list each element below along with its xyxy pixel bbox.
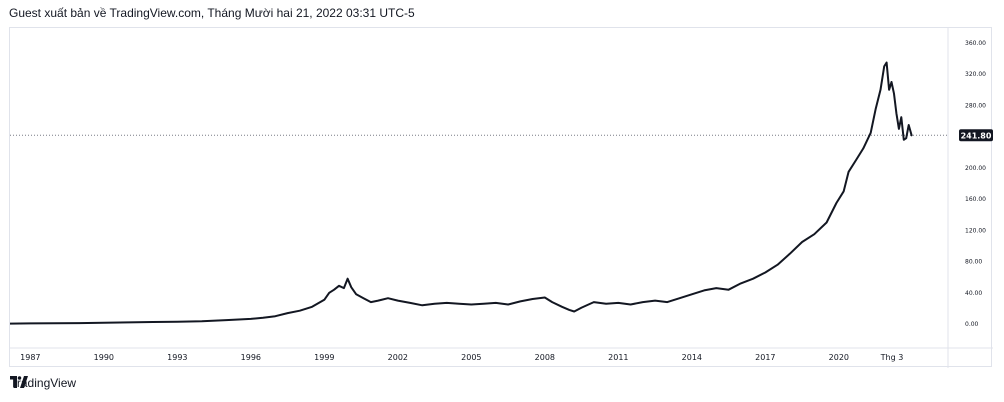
x-tick-label: 1999 xyxy=(314,353,334,362)
x-tick-label: 2017 xyxy=(755,353,775,362)
x-tick-label: 2014 xyxy=(682,353,702,362)
x-tick-label: 2005 xyxy=(461,353,481,362)
x-tick-label: 2002 xyxy=(388,353,408,362)
y-tick-label: 320.00 xyxy=(965,71,986,78)
y-tick-label: 160.00 xyxy=(965,196,986,203)
time-axis[interactable]: 1987 1990 1993 1996 1999 2002 2005 2008 2011 2014… xyxy=(20,353,903,362)
y-tick-label: 0.00 xyxy=(965,321,979,328)
y-tick-label: 40.00 xyxy=(965,290,982,297)
publication-header: Guest xuất bản về TradingView.com, Tháng… xyxy=(9,6,415,20)
footer-brand[interactable]: TradingView xyxy=(10,376,76,390)
last-price-tag-background xyxy=(959,129,993,142)
last-price-tag: 241.80 xyxy=(959,129,993,142)
x-tick-label: 2011 xyxy=(608,353,628,362)
last-price-label: 241.80 xyxy=(961,131,992,140)
y-tick-label: 80.00 xyxy=(965,259,982,266)
price-series-line xyxy=(10,61,913,325)
x-tick-label: 1987 xyxy=(20,353,40,362)
x-tick-label: 1993 xyxy=(167,353,187,362)
tradingview-logo-icon xyxy=(10,376,28,388)
x-tick-label: 1996 xyxy=(241,353,261,362)
x-tick-label: 2020 xyxy=(829,353,849,362)
y-tick-label: 280.00 xyxy=(965,102,986,109)
x-tick-label: Thg 3 xyxy=(880,353,904,362)
chart-area[interactable]: 0.0040.0080.00120.00160.00200.00240.0028… xyxy=(9,27,993,368)
x-tick-label: 2008 xyxy=(535,353,555,362)
y-tick-label: 200.00 xyxy=(965,165,986,172)
x-tick-label: 1990 xyxy=(94,353,114,362)
line-chart[interactable]: 0.0040.0080.00120.00160.00200.00240.0028… xyxy=(10,28,993,368)
y-tick-label: 360.00 xyxy=(965,40,986,47)
y-tick-label: 120.00 xyxy=(965,227,986,234)
price-axis-layer: 0.0040.0080.00120.00160.00200.00240.0028… xyxy=(10,28,993,368)
